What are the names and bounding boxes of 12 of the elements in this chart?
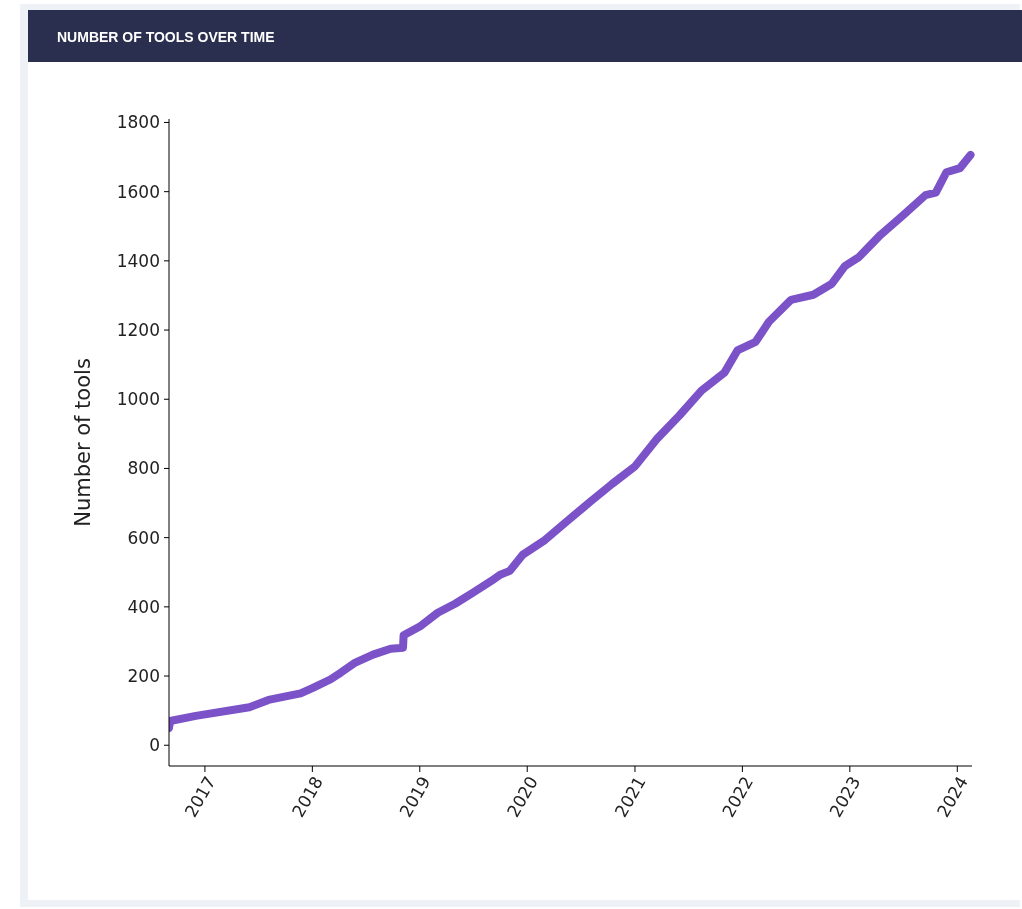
- y-tick-label: 600: [127, 527, 160, 548]
- y-tick-label: 1400: [116, 250, 160, 271]
- y-tick-label: 1800: [116, 112, 160, 133]
- y-tick-label: 1200: [116, 320, 160, 340]
- y-axis-title: Number of tools: [71, 358, 95, 527]
- y-tick-label: 200: [127, 665, 160, 686]
- y-tick-label: 0: [149, 735, 160, 756]
- chart-title: NUMBER OF TOOLS OVER TIME: [57, 29, 275, 45]
- y-tick-label: 800: [127, 458, 160, 479]
- y-tick-label: 1000: [116, 389, 160, 410]
- y-tick-label: 400: [127, 596, 160, 617]
- y-tick-label: 1600: [116, 181, 160, 202]
